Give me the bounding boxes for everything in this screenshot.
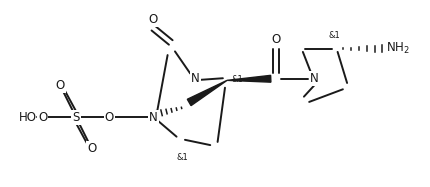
Text: O: O (271, 33, 280, 46)
Text: O: O (104, 111, 114, 124)
Text: NH$_2$: NH$_2$ (385, 41, 409, 56)
Text: HO: HO (18, 111, 37, 124)
Text: N: N (149, 111, 157, 124)
Text: &1: &1 (231, 75, 243, 84)
Polygon shape (227, 75, 270, 82)
Text: O: O (55, 79, 64, 92)
Text: O: O (87, 142, 96, 155)
Text: O: O (38, 111, 47, 124)
Text: &1: &1 (176, 153, 188, 162)
Text: S: S (72, 111, 80, 124)
Text: N: N (309, 72, 318, 85)
Text: &1: &1 (328, 31, 340, 40)
Polygon shape (187, 80, 227, 106)
Text: O: O (148, 13, 158, 26)
Text: N: N (190, 72, 200, 85)
